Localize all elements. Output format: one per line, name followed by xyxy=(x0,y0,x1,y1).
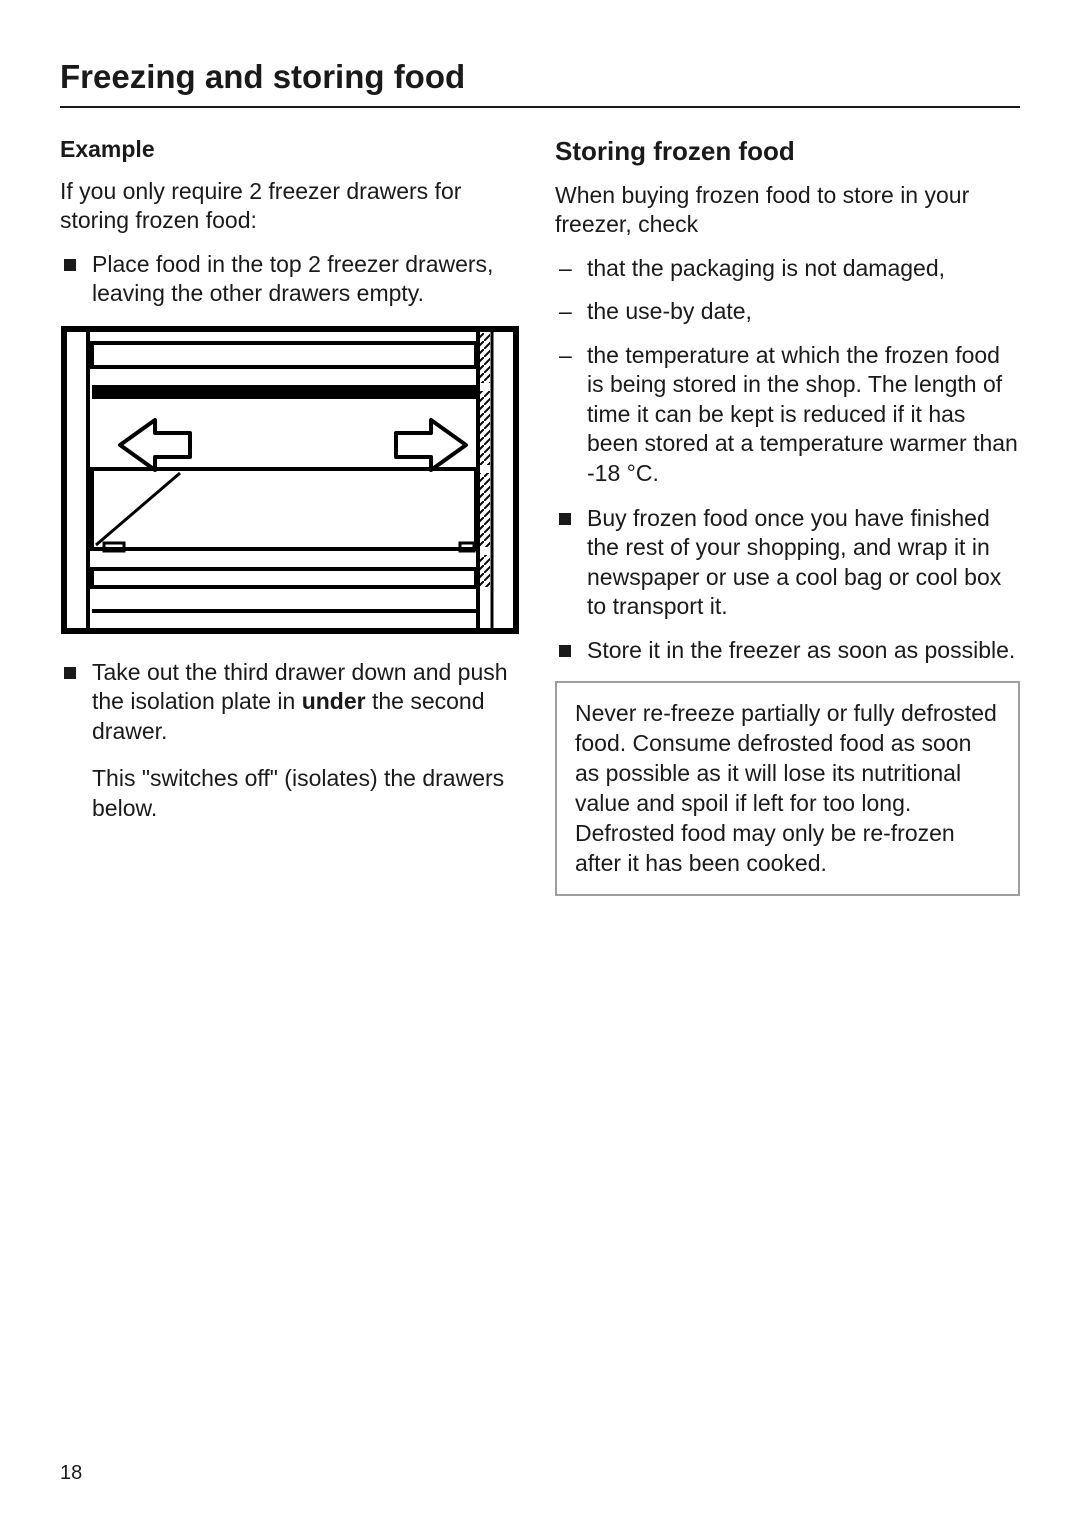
example-bullets-top: Place food in the top 2 freezer drawers,… xyxy=(60,250,525,309)
storing-heading: Storing frozen food xyxy=(555,136,1020,167)
warning-note: Never re-freeze partially or fully defro… xyxy=(555,681,1020,896)
example-bullets-bottom: Take out the third drawer down and push … xyxy=(60,658,525,823)
check-list: that the packaging is not damaged, the u… xyxy=(555,254,1020,488)
bullet2-bold: under xyxy=(302,688,366,714)
left-column: Example If you only require 2 freezer dr… xyxy=(60,136,525,896)
list-item: Take out the third drawer down and push … xyxy=(60,658,525,823)
advice-list: Buy frozen food once you have finished t… xyxy=(555,504,1020,665)
right-column: Storing frozen food When buying frozen f… xyxy=(555,136,1020,896)
list-item: Place food in the top 2 freezer drawers,… xyxy=(60,250,525,309)
freezer-drawer-figure xyxy=(60,325,525,640)
example-heading: Example xyxy=(60,136,525,163)
list-item: that the packaging is not damaged, xyxy=(555,254,1020,283)
storing-intro: When buying frozen food to store in your… xyxy=(555,181,1020,240)
freezer-drawer-svg xyxy=(60,325,520,635)
example-intro: If you only require 2 freezer drawers fo… xyxy=(60,177,525,236)
list-item: Store it in the freezer as soon as possi… xyxy=(555,636,1020,665)
list-item: the use-by date, xyxy=(555,297,1020,326)
list-item: the temperature at which the frozen food… xyxy=(555,341,1020,488)
bullet2-subtext: This "switches off" (isolates) the drawe… xyxy=(92,764,525,823)
page-number: 18 xyxy=(60,1462,82,1485)
list-item: Buy frozen food once you have finished t… xyxy=(555,504,1020,622)
two-column-layout: Example If you only require 2 freezer dr… xyxy=(60,136,1020,896)
page-title: Freezing and storing food xyxy=(60,58,1020,108)
